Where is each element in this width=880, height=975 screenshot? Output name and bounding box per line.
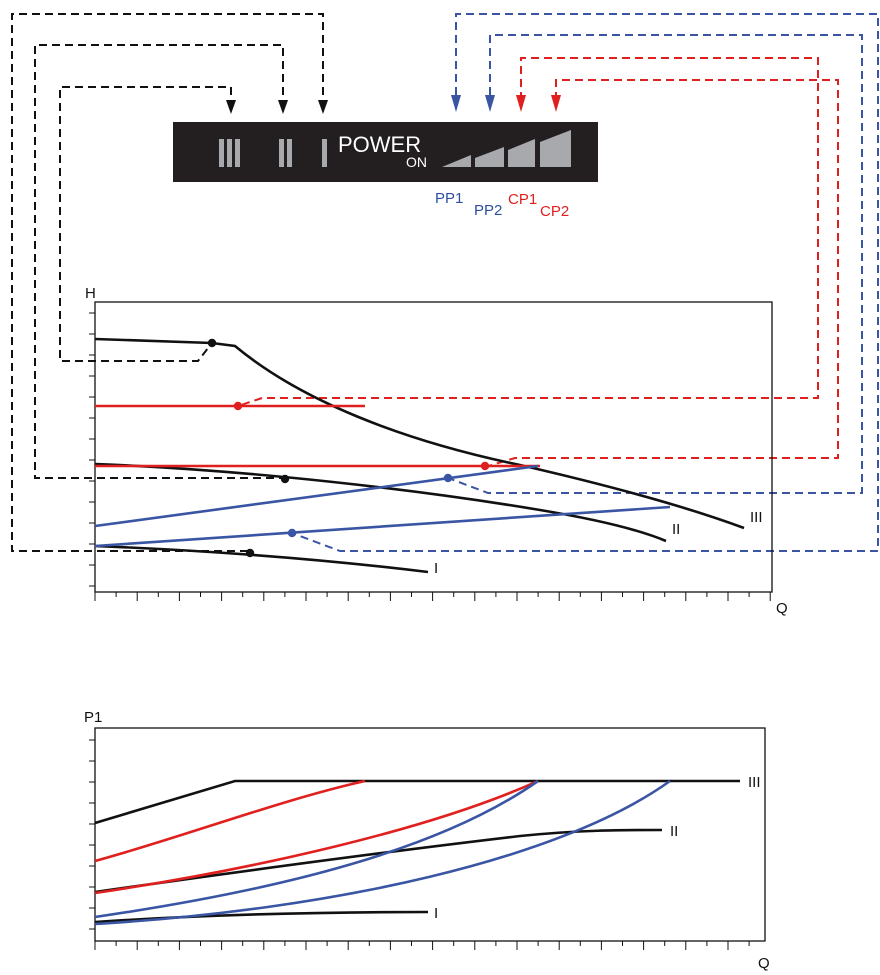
head-curve-ii: [94, 462, 667, 543]
arrow-pp1: [451, 95, 461, 112]
power-chart-y-axis-label: P1: [84, 709, 102, 726]
connector-cp2: [484, 79, 839, 468]
mode-label-cp1: CP1: [508, 191, 537, 208]
head-line-pp2: [94, 464, 539, 528]
ramp-cp2: [540, 130, 571, 167]
arrow-cp2: [551, 95, 561, 112]
power-chart: P1 Q III II I: [84, 709, 770, 972]
head-curve-label-iii: III: [750, 509, 763, 526]
head-point-cp1: [233, 401, 243, 411]
power-chart-x-ticks: [94, 941, 750, 950]
arrow-pp2: [485, 95, 495, 112]
power-curve-label-ii: II: [670, 823, 678, 840]
power-curve-cp2: [94, 779, 539, 895]
arrow-cp1: [516, 95, 526, 112]
head-chart: H Q III II I: [85, 285, 788, 617]
connector-pp1: [291, 13, 879, 552]
power-curve-label-iii: III: [748, 774, 761, 791]
connector-speed-i: [11, 13, 324, 552]
head-curve-i: [94, 544, 429, 574]
power-chart-y-ticks: [89, 739, 95, 930]
arrow-speed-ii: [278, 100, 288, 114]
head-curve-label-i: I: [434, 560, 438, 577]
speed-i-indicator: [322, 139, 327, 167]
ramp-pp2: [475, 147, 504, 167]
mode-label-pp2: PP2: [474, 202, 502, 219]
head-point-iii: [207, 338, 217, 348]
head-curve-label-ii: II: [672, 521, 680, 538]
head-chart-x-ticks: [94, 592, 771, 601]
power-chart-x-axis-label: Q: [758, 955, 770, 972]
ramp-pp1: [442, 155, 471, 167]
on-label: ON: [406, 154, 427, 170]
connector-lines: [11, 13, 879, 552]
arrow-speed-iii: [226, 100, 236, 114]
head-point-i: [245, 548, 255, 558]
mode-label-cp2: CP2: [540, 203, 569, 220]
connector-cp1: [237, 57, 819, 407]
power-curve-i: [94, 910, 429, 924]
head-line-pp1: [94, 505, 671, 548]
power-curve-pp1: [94, 779, 671, 926]
connector-speed-iii: [59, 86, 232, 362]
power-curve-label-i: I: [434, 905, 438, 922]
connector-arrowheads: [226, 95, 561, 114]
power-curve-cp1: [94, 779, 366, 863]
speed-iii-indicator: [219, 139, 240, 167]
power-curve-pp2: [94, 779, 539, 919]
head-chart-frame: [94, 301, 773, 593]
mode-ramps: [442, 130, 571, 167]
connector-pp2: [447, 34, 863, 494]
ramp-cp1: [508, 139, 535, 167]
power-curve-ii: [94, 828, 663, 894]
control-panel: POWER ON: [173, 122, 598, 182]
power-curve-iii: [94, 779, 740, 825]
power-chart-frame: [94, 727, 766, 942]
head-point-pp1: [287, 528, 297, 538]
head-chart-y-ticks: [89, 312, 95, 587]
head-point-ii: [280, 474, 290, 484]
head-chart-y-axis-label: H: [85, 285, 96, 302]
mode-label-pp1: PP1: [435, 190, 463, 207]
speed-ii-indicator: [279, 139, 292, 167]
arrow-speed-i: [318, 100, 328, 114]
connector-speed-ii: [34, 44, 285, 479]
head-point-pp2: [443, 473, 453, 483]
power-label: POWER: [338, 132, 421, 157]
head-point-cp2: [480, 461, 490, 471]
head-curve-iii: [94, 337, 745, 530]
head-chart-x-axis-label: Q: [776, 600, 788, 617]
